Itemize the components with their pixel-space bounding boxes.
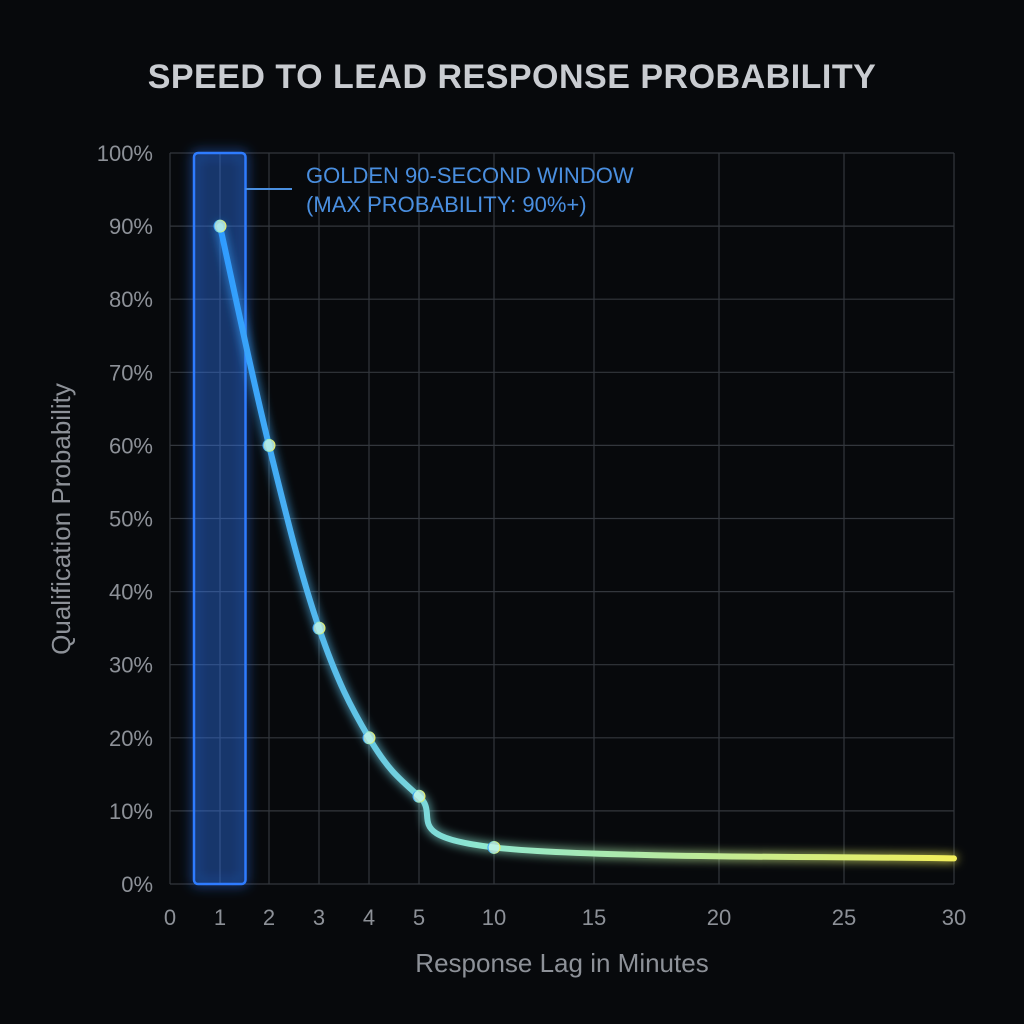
chart-title: SPEED TO LEAD RESPONSE PROBABILITY xyxy=(147,58,877,96)
x-axis-label: Response Lag in Minutes xyxy=(415,948,708,978)
y-tick-label-3: 30% xyxy=(109,653,153,678)
data-point-4 xyxy=(412,789,426,803)
golden-window-rect xyxy=(192,151,247,886)
y-tick-label-5: 50% xyxy=(109,507,153,532)
x-tick-label-25: 25 xyxy=(832,905,856,930)
y-tick-label-0: 0% xyxy=(121,872,153,897)
x-tick-label-4: 4 xyxy=(363,905,375,930)
data-point-5 xyxy=(487,840,501,854)
grid xyxy=(169,152,955,885)
x-tick-label-15: 15 xyxy=(582,905,606,930)
data-points xyxy=(213,219,501,854)
x-tick-label-1: 1 xyxy=(214,905,226,930)
y-tick-label-6: 60% xyxy=(109,433,153,458)
golden-window-highlight xyxy=(192,151,247,886)
y-tick-label-7: 70% xyxy=(109,360,153,385)
y-axis-label: Qualification Probability xyxy=(46,383,76,655)
data-point-3 xyxy=(362,731,376,745)
data-point-2 xyxy=(312,621,326,635)
y-tick-label-1: 10% xyxy=(109,799,153,824)
y-tick-label-8: 80% xyxy=(109,287,153,312)
x-tick-label-20: 20 xyxy=(707,905,731,930)
y-tick-label-2: 20% xyxy=(109,726,153,751)
x-tick-label-2: 2 xyxy=(263,905,275,930)
y-tick-label-9: 90% xyxy=(109,214,153,239)
x-tick-label-10: 10 xyxy=(482,905,506,930)
x-tick-label-0: 0 xyxy=(164,905,176,930)
annotation-line-1: (MAX PROBABILITY: 90%+) xyxy=(306,192,587,217)
x-tick-label-3: 3 xyxy=(313,905,325,930)
annotation-line-0: GOLDEN 90-SECOND WINDOW xyxy=(306,163,634,188)
data-point-0 xyxy=(213,219,227,233)
annotation: GOLDEN 90-SECOND WINDOW (MAX PROBABILITY:… xyxy=(245,163,634,217)
x-tick-label-30: 30 xyxy=(942,905,966,930)
tick-labels: 0 1 2 3 4 5 10 15 20 25 30 0% 10% 20% 30% 40% 50% 60% 70% 8… xyxy=(97,141,967,930)
y-tick-label-4: 40% xyxy=(109,580,153,605)
y-tick-label-10: 100% xyxy=(97,141,153,166)
x-tick-label-5: 5 xyxy=(413,905,425,930)
data-point-1 xyxy=(262,438,276,452)
